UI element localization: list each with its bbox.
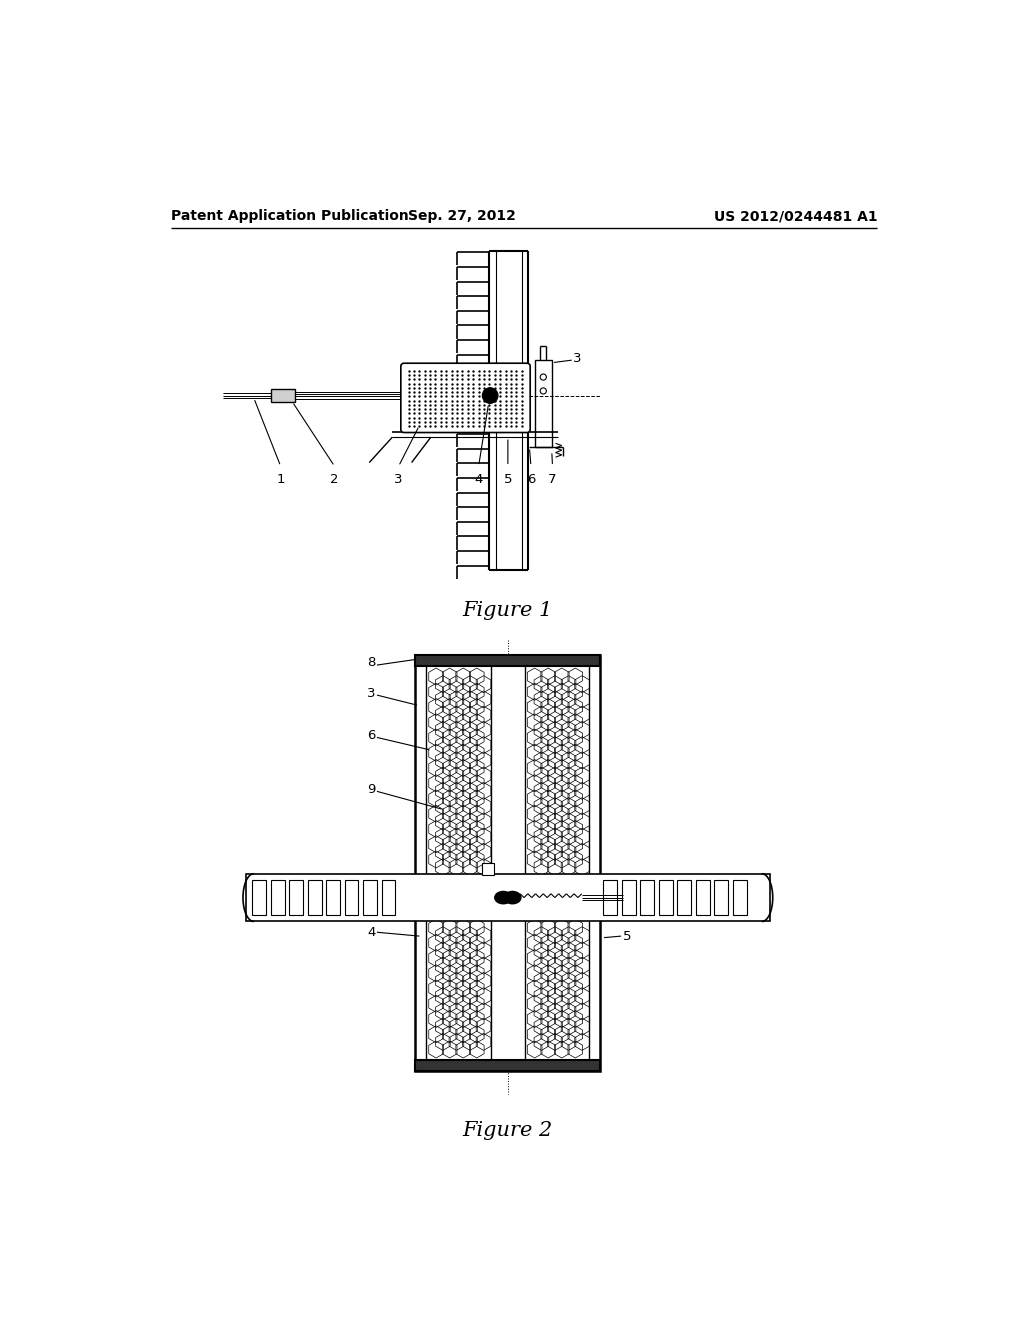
Text: 1: 1 — [276, 473, 285, 486]
Text: Figure 1: Figure 1 — [463, 601, 553, 620]
Bar — [603, 880, 617, 915]
Bar — [270, 880, 285, 915]
Bar — [252, 880, 266, 915]
Text: 6: 6 — [526, 473, 536, 486]
Text: 3: 3 — [367, 686, 376, 700]
Text: 6: 6 — [367, 730, 376, 742]
Ellipse shape — [495, 891, 512, 904]
Bar — [416, 1060, 600, 1071]
Bar — [326, 880, 340, 915]
Ellipse shape — [504, 891, 521, 904]
Bar — [695, 880, 710, 915]
Text: 4: 4 — [367, 925, 376, 939]
Text: 3: 3 — [573, 352, 582, 366]
Bar — [535, 360, 552, 447]
Bar — [658, 880, 673, 915]
Bar — [364, 880, 377, 915]
Bar — [622, 880, 636, 915]
Text: 3: 3 — [394, 473, 402, 486]
Bar — [307, 880, 322, 915]
Text: Patent Application Publication: Patent Application Publication — [171, 209, 409, 223]
Text: 5: 5 — [504, 473, 512, 486]
Bar — [733, 880, 746, 915]
Bar — [345, 880, 358, 915]
Bar — [416, 655, 600, 665]
Circle shape — [482, 388, 498, 404]
Bar — [640, 880, 654, 915]
Bar — [481, 863, 494, 875]
FancyBboxPatch shape — [400, 363, 530, 433]
Bar — [677, 880, 691, 915]
Bar — [416, 917, 600, 1071]
Text: 9: 9 — [367, 783, 376, 796]
Text: US 2012/0244481 A1: US 2012/0244481 A1 — [714, 209, 878, 223]
Bar — [246, 874, 770, 921]
Bar — [714, 880, 728, 915]
Text: 8: 8 — [367, 656, 376, 669]
Text: 7: 7 — [548, 473, 557, 486]
Text: 4: 4 — [474, 473, 482, 486]
Bar — [382, 880, 395, 915]
Bar — [289, 880, 303, 915]
Text: 5: 5 — [624, 929, 632, 942]
Text: Figure 2: Figure 2 — [463, 1121, 553, 1140]
Text: Sep. 27, 2012: Sep. 27, 2012 — [408, 209, 516, 223]
Bar — [270, 389, 295, 401]
Bar — [416, 655, 600, 878]
Text: 2: 2 — [331, 473, 339, 486]
